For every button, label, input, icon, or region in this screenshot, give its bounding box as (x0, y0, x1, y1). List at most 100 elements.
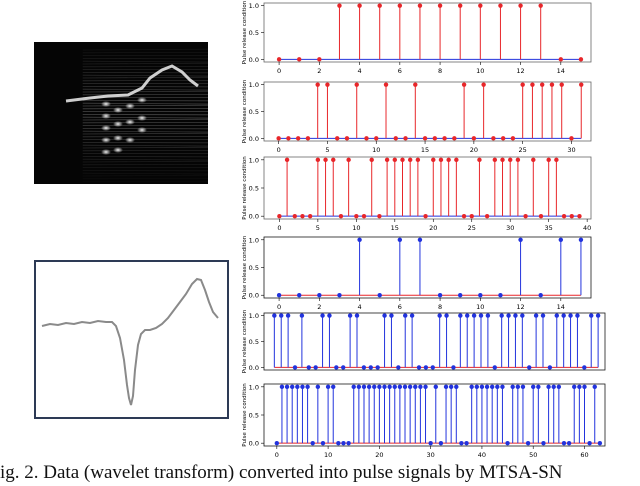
stem-marker (510, 136, 516, 141)
stem-marker (377, 384, 382, 390)
stem-marker (323, 157, 328, 163)
stem-marker (523, 213, 528, 219)
stem-marker (515, 157, 521, 163)
stem-marker (568, 313, 573, 318)
stem-marker (337, 3, 342, 8)
stem-marker (392, 157, 397, 163)
stem-marker (432, 136, 438, 141)
stem-marker (558, 57, 564, 62)
stem-marker (377, 3, 382, 8)
stem-marker (444, 313, 449, 318)
stem-marker (477, 157, 482, 163)
stem-marker (368, 365, 373, 370)
stem-marker (500, 157, 505, 163)
y-tick-label: 0.0 (249, 135, 259, 143)
x-tick-label: 4 (358, 67, 362, 75)
stem-marker (284, 384, 290, 390)
stem-marker (515, 384, 521, 390)
stem-marker (492, 365, 497, 370)
stem-marker (540, 313, 546, 318)
stem-marker (341, 440, 346, 446)
stem-marker (539, 82, 545, 87)
stem-marker (387, 384, 392, 390)
stem-marker (554, 313, 559, 318)
stem-marker (413, 384, 418, 390)
stem-marker (546, 384, 551, 390)
stem-marker (500, 136, 506, 141)
figure-caption: ig. 2. Data (wavelet transform) converte… (0, 462, 563, 483)
stem-marker (478, 3, 483, 8)
stem-marker (536, 384, 541, 390)
stem-marker (397, 237, 403, 242)
stem-marker (310, 440, 315, 446)
y-tick-label: 0.5 (249, 264, 259, 272)
stem-marker (499, 313, 504, 318)
stem-marker (320, 440, 326, 446)
stem-marker (306, 365, 311, 370)
stem-marker (369, 157, 374, 163)
stem-marker (508, 157, 513, 163)
y-tick-label: 0.0 (249, 56, 259, 64)
stem-marker (452, 136, 457, 141)
stem-marker (403, 136, 408, 141)
stem-marker (578, 57, 584, 62)
stem-marker (335, 136, 340, 141)
x-tick-label: 6 (398, 303, 402, 311)
stem-marker (478, 293, 483, 298)
stem-marker (587, 440, 592, 446)
plot-frame (263, 236, 592, 299)
stem-marker (279, 313, 284, 318)
x-tick-label: 25 (519, 146, 527, 154)
stem-marker (317, 57, 322, 62)
stem-marker (510, 384, 515, 390)
stem-marker (313, 365, 318, 370)
stem-marker (575, 313, 580, 318)
stem-marker (277, 213, 282, 219)
x-tick-label: 2 (317, 303, 321, 311)
stem-marker (325, 384, 331, 390)
stem-marker (506, 313, 511, 318)
stem-marker (538, 213, 544, 219)
x-tick-label: 0 (277, 146, 281, 154)
stem-marker (357, 237, 362, 242)
stem-marker (446, 157, 451, 163)
stem-marker (513, 313, 518, 318)
stem-marker (437, 3, 443, 8)
x-tick-label: 15 (421, 146, 429, 154)
stem-marker (285, 313, 291, 318)
y-tick-label: 1.0 (249, 236, 259, 244)
stem-marker (276, 57, 282, 62)
y-tick-label: 0.5 (249, 185, 259, 193)
x-tick-label: 4 (358, 303, 362, 311)
y-tick-label: 0.0 (249, 440, 259, 448)
x-tick-label: 5 (325, 146, 329, 154)
stem-marker (366, 384, 372, 390)
y-axis-label: Pulse release condition (242, 235, 248, 299)
x-tick-label: 5 (316, 224, 320, 232)
stem-marker (464, 440, 469, 446)
stem-marker (569, 213, 574, 219)
x-tick-label: 10 (352, 224, 360, 232)
stem-marker (354, 82, 359, 87)
stem-marker (346, 157, 351, 163)
stem-chart-6: 0.0 0.5 1.0 0 10 20 30 40 50 60 Pulse release cond… (242, 383, 606, 459)
stem-marker (484, 213, 490, 219)
stem-marker (492, 157, 498, 163)
stem-marker (402, 384, 408, 390)
stem-marker (558, 237, 564, 242)
x-tick-label: 2 (317, 67, 321, 75)
stem-marker (549, 82, 555, 87)
stem-marker (397, 384, 403, 390)
stem-marker (354, 313, 360, 318)
stem-marker (471, 136, 477, 141)
stem-marker (531, 157, 536, 163)
stem-marker (491, 136, 496, 141)
y-tick-label: 0.5 (249, 412, 259, 420)
stem-marker (364, 136, 369, 141)
stem-marker (454, 384, 459, 390)
stem-marker (344, 136, 350, 141)
stem-marker (577, 213, 582, 219)
stem-marker (433, 384, 438, 390)
y-axis-label: Pulse release condition (242, 156, 248, 220)
stem-marker (461, 82, 467, 87)
